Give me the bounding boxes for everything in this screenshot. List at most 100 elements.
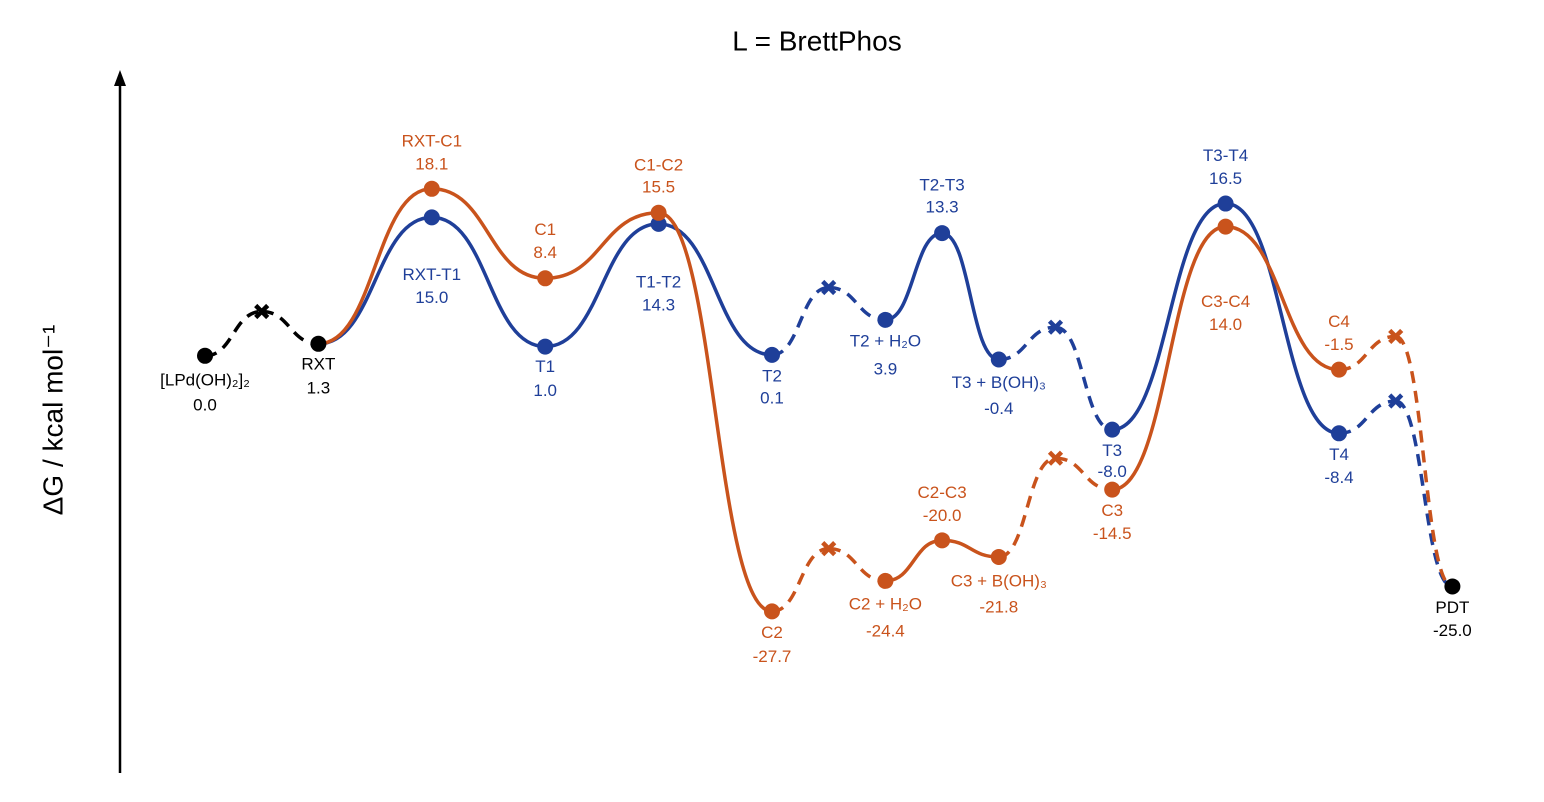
point-label: [LPd(OH)₂]₂ (160, 370, 250, 389)
point-marker (1217, 195, 1234, 212)
point-label: C1-C2 (634, 155, 683, 174)
y-axis-label: ΔG / kcal mol⁻¹ (37, 325, 68, 516)
point-marker (537, 338, 554, 355)
point-marker (1104, 481, 1121, 498)
value-label: -21.8 (979, 597, 1018, 616)
point-marker (197, 347, 213, 364)
point-label: C2-C3 (918, 483, 967, 502)
curve-segment (1394, 334, 1454, 589)
value-label: -14.5 (1093, 524, 1132, 543)
curve-segment (545, 222, 659, 349)
point-marker (934, 532, 951, 549)
curve-segment (942, 538, 999, 559)
cross-marker (821, 541, 837, 557)
point-label: T3-T4 (1203, 146, 1248, 165)
curve-segment (828, 285, 886, 322)
point-label: C1 (534, 220, 556, 239)
curve-segment (204, 309, 262, 358)
curve-segment (1111, 224, 1226, 492)
value-label: 1.0 (533, 381, 557, 400)
cross-marker (1047, 450, 1064, 466)
curve-segment (998, 325, 1056, 362)
point-label: T1-T2 (636, 272, 681, 291)
value-label: 1.3 (307, 378, 331, 397)
point-label: C3 (1101, 501, 1123, 520)
point-marker (990, 548, 1007, 565)
point-label: RXT-C1 (402, 131, 462, 150)
value-label: 8.4 (533, 243, 557, 262)
cross-marker (1388, 328, 1404, 345)
point-marker (1331, 361, 1347, 378)
point-marker (764, 603, 780, 620)
cross-marker (821, 279, 837, 296)
labels: [LPd(OH)₂]₂ 0.0 RXT 1.3 PDT -25.0 RXT-T1 15.0 T1… (160, 131, 1472, 666)
point-label: T1 (535, 357, 555, 376)
curve-segment (771, 285, 829, 357)
curve-segment (658, 211, 773, 614)
point-label: C3 + B(OH)₃ (951, 571, 1047, 590)
value-label: 14.3 (642, 295, 675, 314)
curve-segment (1225, 224, 1340, 372)
cross-marker (1047, 319, 1064, 335)
point-label: C4 (1328, 312, 1350, 331)
curve-segment (828, 546, 886, 583)
value-label: 3.9 (874, 359, 898, 378)
cross-marker (1388, 393, 1404, 409)
value-label: -0.4 (984, 399, 1013, 418)
value-label: 15.5 (642, 177, 675, 196)
point-marker (877, 311, 894, 328)
point-label: C2 (761, 623, 783, 642)
curve-segment (1055, 456, 1113, 492)
curve-segment (431, 187, 546, 281)
point-marker (764, 346, 780, 363)
point-label: T2 (762, 366, 782, 385)
point-marker (1217, 218, 1234, 235)
point-label: T4 (1329, 445, 1349, 464)
curve-segment (885, 538, 943, 583)
value-label: -8.0 (1098, 462, 1127, 481)
curve-segment (771, 546, 829, 614)
point-label: PDT (1435, 598, 1469, 617)
point-marker (423, 209, 440, 226)
value-label: 0.1 (760, 388, 784, 407)
chart-title: L = BrettPhos (732, 25, 901, 56)
point-marker (877, 572, 894, 589)
value-label: -8.4 (1324, 468, 1353, 487)
curve-segment (1395, 399, 1453, 589)
point-label: C2 + H₂O (849, 594, 922, 613)
value-label: 0.0 (193, 395, 217, 414)
point-marker (310, 335, 327, 352)
point-label: RXT (301, 354, 335, 373)
curve-segment (1055, 325, 1113, 432)
curve-segment (941, 231, 1000, 362)
point-label: C3-C4 (1201, 292, 1250, 311)
curve-segment (318, 187, 432, 346)
point-marker (650, 204, 667, 221)
point-marker (990, 351, 1007, 368)
value-label: -27.7 (753, 647, 792, 666)
cross-marker (254, 303, 270, 320)
value-label: 18.1 (415, 154, 448, 173)
curve-segment (1225, 201, 1340, 436)
value-label: -1.5 (1324, 335, 1353, 354)
curve-segment (1338, 399, 1396, 436)
value-label: 16.5 (1209, 169, 1242, 188)
point-label: T2-T3 (919, 176, 964, 195)
point-marker (423, 180, 440, 197)
marks (197, 180, 1461, 620)
value-label: -20.0 (923, 506, 962, 525)
point-marker (934, 225, 951, 242)
value-label: -25.0 (1433, 621, 1472, 640)
value-label: 13.3 (926, 198, 959, 217)
y-axis-arrow (114, 70, 126, 86)
curve-segment (1111, 201, 1226, 432)
point-marker (650, 215, 667, 232)
point-marker (1331, 425, 1347, 442)
value-label: 15.0 (415, 288, 448, 307)
curve-segment (545, 211, 659, 281)
point-marker (1444, 578, 1461, 595)
point-label: T2 + H₂O (850, 331, 921, 350)
point-label: T3 + B(OH)₃ (952, 373, 1046, 392)
curve-segment (998, 456, 1056, 559)
curve-segment (431, 215, 546, 349)
